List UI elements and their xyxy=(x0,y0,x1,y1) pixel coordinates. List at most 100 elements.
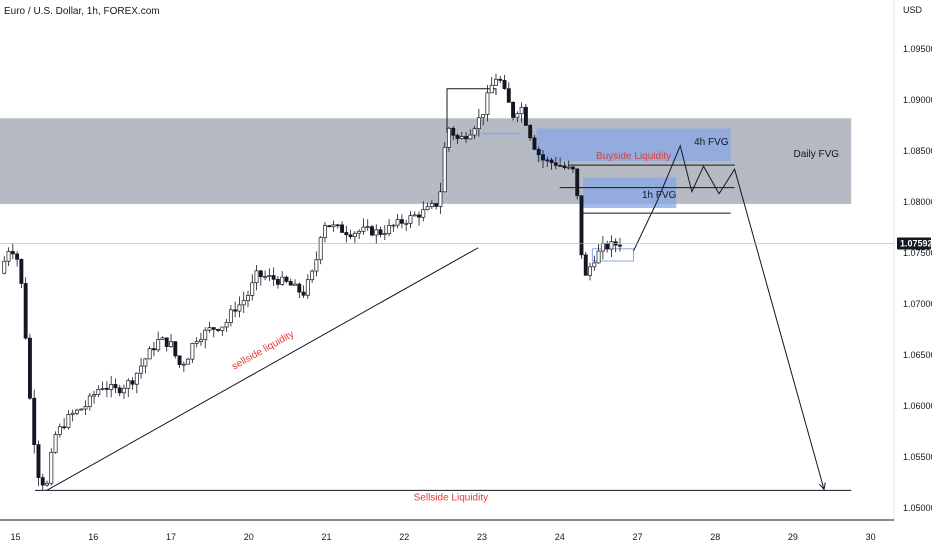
currency-label: USD xyxy=(903,5,923,15)
candles xyxy=(2,73,622,491)
candle-body xyxy=(378,229,383,235)
candle-body xyxy=(357,230,362,234)
y-tick-label: 1.08500 xyxy=(903,146,932,156)
candle-body xyxy=(408,215,413,224)
candle-body xyxy=(284,276,289,282)
candle-body xyxy=(79,408,84,411)
candle-body xyxy=(618,244,622,247)
candle-body xyxy=(575,168,580,197)
candle-body xyxy=(472,128,477,136)
candle-body xyxy=(10,251,15,255)
candle-body xyxy=(293,283,297,286)
last-price-value: 1.07592 xyxy=(900,238,932,248)
y-tick-label: 1.07000 xyxy=(903,299,932,309)
candle-body xyxy=(327,225,332,228)
candle-body xyxy=(122,387,126,394)
candle-body xyxy=(109,384,114,390)
candle-body xyxy=(310,270,315,281)
candle-body xyxy=(451,127,456,136)
fvg-4h-box xyxy=(536,128,731,162)
candle-body xyxy=(36,444,41,478)
candle-body xyxy=(305,279,310,296)
candle-body xyxy=(395,219,400,226)
candle-body xyxy=(485,92,490,115)
candle-body xyxy=(322,225,327,238)
x-tick-label: 20 xyxy=(244,532,254,542)
candle-body xyxy=(481,114,486,119)
candle-body xyxy=(609,241,614,250)
candle-body xyxy=(113,384,118,389)
candle-body xyxy=(173,341,178,357)
candle-body xyxy=(32,397,37,445)
x-tick-label: 15 xyxy=(11,532,21,542)
candle-body xyxy=(455,134,460,139)
candle-body xyxy=(199,339,203,342)
candle-body xyxy=(421,209,426,218)
candle-body xyxy=(130,380,135,385)
candle-body xyxy=(271,275,276,280)
candle-body xyxy=(566,166,571,169)
last-price-tag xyxy=(897,237,931,250)
candle-body xyxy=(374,229,379,236)
chart-title: Euro / U.S. Dollar, 1h, FOREX.com xyxy=(4,6,160,17)
candle-body xyxy=(224,322,229,328)
x-tick-label: 16 xyxy=(88,532,98,542)
candle-body xyxy=(387,225,392,234)
candle-body xyxy=(57,426,62,435)
projection-arrowhead xyxy=(819,482,826,491)
candle-body xyxy=(186,358,191,365)
candle-body xyxy=(275,279,280,285)
candle-body xyxy=(228,309,233,323)
candle-body xyxy=(92,394,97,397)
candle-body xyxy=(23,283,28,339)
candle-body xyxy=(412,214,417,217)
candle-body xyxy=(365,226,370,228)
candle-body xyxy=(558,165,563,167)
candle-body xyxy=(216,328,221,331)
candle-body xyxy=(263,276,268,278)
candle-body xyxy=(49,451,54,484)
candle-body xyxy=(429,203,434,208)
candle-body xyxy=(104,387,109,390)
candle-body xyxy=(27,337,32,399)
candle-body xyxy=(370,226,374,236)
candle-body xyxy=(151,348,156,351)
candle-body xyxy=(126,380,131,389)
candle-body xyxy=(267,275,272,277)
candle-body xyxy=(536,149,541,156)
candle-body xyxy=(588,266,592,276)
candle-body xyxy=(164,337,169,347)
fvg-4h-label: 4h FVG xyxy=(694,137,729,148)
candle-body xyxy=(96,389,101,395)
x-tick-label: 30 xyxy=(866,532,876,542)
candle-body xyxy=(549,159,554,164)
fvg-small-box xyxy=(481,132,521,135)
candle-body xyxy=(100,387,105,390)
candle-body xyxy=(528,125,533,139)
candle-body xyxy=(139,365,144,374)
candle-body xyxy=(190,343,195,360)
candle-body xyxy=(134,372,139,385)
candle-body xyxy=(6,251,11,262)
candle-body xyxy=(446,127,451,148)
candle-body xyxy=(301,291,306,296)
candle-body xyxy=(237,304,242,312)
fvg-boxes xyxy=(481,128,731,208)
candle-body xyxy=(15,253,20,260)
x-tick-label: 28 xyxy=(710,532,720,542)
candle-body xyxy=(459,136,464,139)
candle-body xyxy=(233,309,238,312)
candle-body xyxy=(288,281,293,286)
y-axis-ticks: 1.09500 1.09000 1.08500 1.08000 1.07500 1.070… xyxy=(903,44,932,513)
projection-path xyxy=(633,144,826,491)
candle-body xyxy=(391,224,396,227)
x-tick-label: 23 xyxy=(477,532,487,542)
candle-body xyxy=(553,162,558,166)
y-tick-label: 1.07500 xyxy=(903,248,932,258)
candle-body xyxy=(541,154,545,161)
trendline xyxy=(46,247,479,491)
x-tick-label: 17 xyxy=(166,532,176,542)
candle-body xyxy=(605,243,610,250)
candle-body xyxy=(570,166,575,170)
